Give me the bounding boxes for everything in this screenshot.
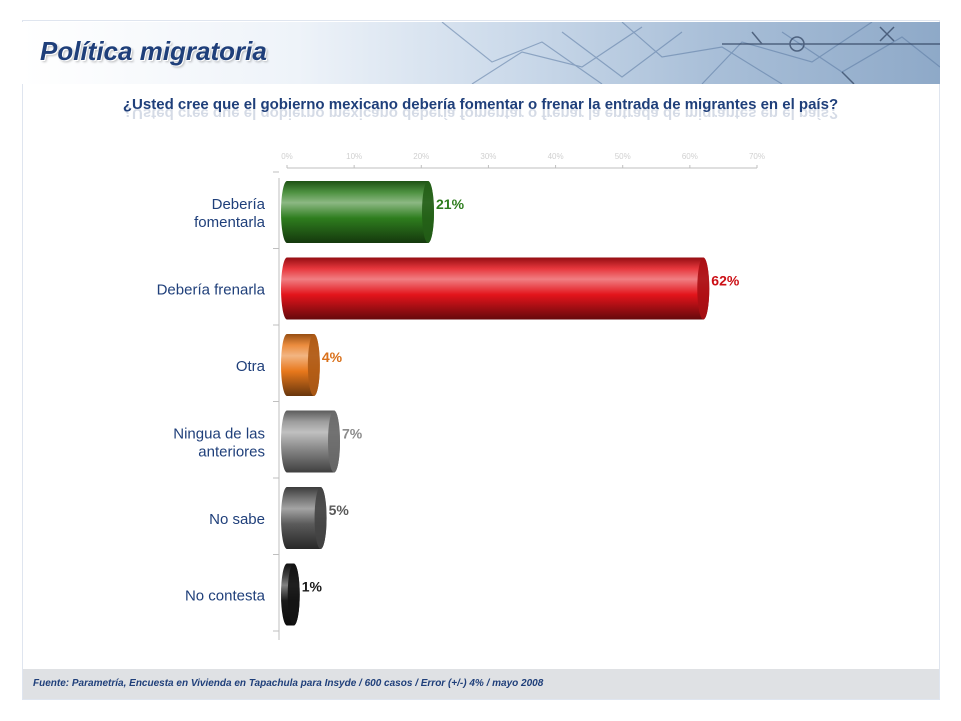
bar <box>281 181 434 243</box>
category-label: anteriores <box>198 444 265 461</box>
bar <box>281 487 327 549</box>
x-tick-label: 30% <box>480 152 496 161</box>
bar <box>281 257 710 320</box>
x-tick-label: 10% <box>346 152 362 161</box>
data-label: 5% <box>329 502 350 518</box>
bar-cap <box>287 563 300 626</box>
category-label: Debería frenarla <box>157 282 266 299</box>
slide-frame <box>22 20 940 700</box>
data-label: 7% <box>342 426 363 442</box>
data-label: 62% <box>711 273 740 289</box>
category-label: No sabe <box>209 511 265 528</box>
x-tick-label: 40% <box>548 152 564 161</box>
category-label: Ningua de las <box>173 426 265 443</box>
category-label: fomentarla <box>194 214 266 231</box>
x-tick-label: 0% <box>281 152 293 161</box>
data-label: 4% <box>322 349 343 365</box>
header-banner: Política migratoria <box>22 22 940 84</box>
data-label: 1% <box>302 579 323 595</box>
bar-cap <box>314 487 327 549</box>
x-tick-label: 20% <box>413 152 429 161</box>
header-decoration <box>441 22 940 84</box>
source-note: Fuente: Parametría, Encuesta en Vivienda… <box>33 678 544 689</box>
category-label: No contesta <box>185 588 266 605</box>
bar-cap <box>328 410 340 473</box>
bar-cap <box>697 257 710 320</box>
page-title: Política migratoria <box>40 36 267 66</box>
bar-cap <box>422 181 434 243</box>
x-tick-label: 70% <box>749 152 765 161</box>
footer-bar: Fuente: Parametría, Encuesta en Vivienda… <box>23 669 939 699</box>
bar-cap <box>307 334 320 396</box>
bar <box>281 410 340 473</box>
category-label: Debería <box>212 196 266 213</box>
category-label: Otra <box>236 358 266 375</box>
x-tick-label: 50% <box>615 152 631 161</box>
question-text: ¿Usted cree que el gobierno mexicano deb… <box>122 96 839 113</box>
data-label: 21% <box>436 196 465 212</box>
x-tick-label: 60% <box>682 152 698 161</box>
